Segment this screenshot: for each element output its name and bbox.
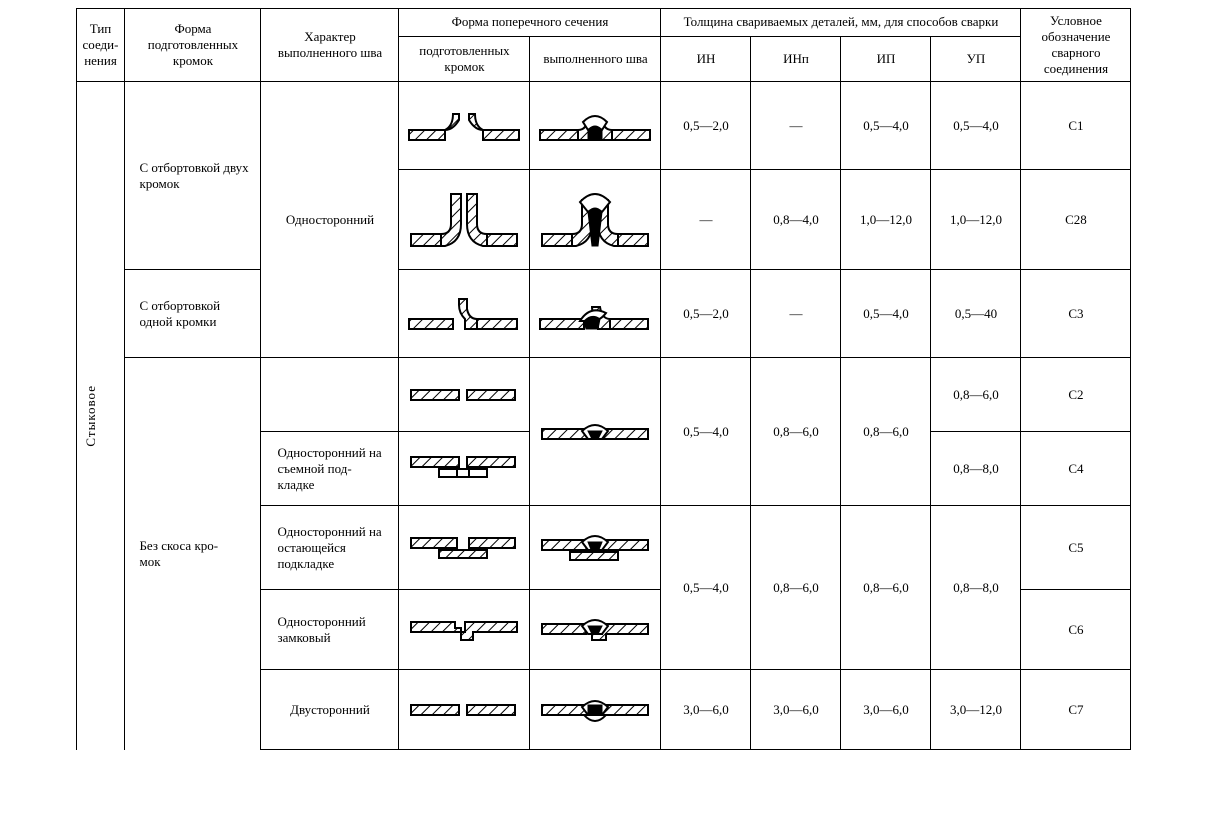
cell: 0,5—4,0 [661,358,751,506]
diagram-weld [530,670,661,750]
diagram-weld [530,506,661,590]
char-single: Односторонний [261,82,399,358]
h-edges: Форма подготовленных кромок [125,9,261,82]
char-removable: Односторонний на съемной под-кладке [261,432,399,506]
char-remaining: Односторонний на остающейся подкладке [261,506,399,590]
char-lock: Односторонний замковый [261,590,399,670]
diagram-prep [399,82,530,170]
diagram-prep [399,506,530,590]
cell: — [661,170,751,270]
cell: С3 [1021,270,1131,358]
cell: 0,5—4,0 [931,82,1021,170]
cell: 0,8—6,0 [751,506,841,670]
cell: С7 [1021,670,1131,750]
cell: 0,5—4,0 [841,82,931,170]
cell: 0,8—6,0 [751,358,841,506]
cell: 0,8—8,0 [931,432,1021,506]
cell: 0,8—4,0 [751,170,841,270]
h-type: Тип соеди-нения [76,9,125,82]
h-code: Условное обозначение сварного соединения [1021,9,1131,82]
cell: 0,5—4,0 [841,270,931,358]
diagram-prep [399,590,530,670]
diagram-prep [399,670,530,750]
h-thick: Толщина свариваемых деталей, мм, для спо… [661,9,1021,37]
h-up: УП [931,36,1021,81]
edge-no-bevel: Без скоса кро-мок [125,358,261,750]
cell: 0,8—6,0 [841,358,931,506]
cell: 3,0—6,0 [751,670,841,750]
cell: 0,5—2,0 [661,82,751,170]
cell: 1,0—12,0 [841,170,931,270]
h-char: Характер выполненного шва [261,9,399,82]
cell: С28 [1021,170,1131,270]
edge-one-flange: С отбортовкой одной кромки [125,270,261,358]
cell: 3,0—12,0 [931,670,1021,750]
h-ip: ИП [841,36,931,81]
joint-type: Стыковое [83,385,99,447]
cell: 0,5—2,0 [661,270,751,358]
cell: — [751,82,841,170]
table-row: Стыковое С отбортовкой двух кромок Однос… [76,82,1131,170]
diagram-prep [399,432,530,506]
cell: 1,0—12,0 [931,170,1021,270]
h-sec-b: выполненного шва [530,36,661,81]
h-in: ИН [661,36,751,81]
diagram-weld [530,270,661,358]
table-row: Без скоса кро-мок 0,5—4,0 0,8—6,0 0,8—6,… [76,358,1131,432]
cell: 3,0—6,0 [841,670,931,750]
cell: С6 [1021,590,1131,670]
cell: — [751,270,841,358]
h-inp: ИНп [751,36,841,81]
cell: С5 [1021,506,1131,590]
cell: 3,0—6,0 [661,670,751,750]
diagram-prep [399,358,530,432]
h-sec-a: подготовленных кромок [399,36,530,81]
diagram-weld [530,82,661,170]
cell: 0,5—4,0 [661,506,751,670]
cell: 0,5—40 [931,270,1021,358]
weld-table: Тип соеди-нения Форма подготовленных кро… [76,8,1132,750]
cell: С2 [1021,358,1131,432]
cell: 0,8—6,0 [931,358,1021,432]
diagram-prep [399,170,530,270]
diagram-weld [530,590,661,670]
cell: С1 [1021,82,1131,170]
table-row: С отбортовкой одной кромки 0,5—2,0 — 0,5… [76,270,1131,358]
cell: С4 [1021,432,1131,506]
diagram-prep [399,270,530,358]
h-section: Форма поперечного сечения [399,9,661,37]
diagram-weld [530,170,661,270]
cell: 0,8—8,0 [931,506,1021,670]
cell: 0,8—6,0 [841,506,931,670]
char-double: Двусторонний [261,670,399,750]
diagram-weld [530,358,661,506]
edge-two-flange: С отбортовкой двух кромок [125,82,261,270]
